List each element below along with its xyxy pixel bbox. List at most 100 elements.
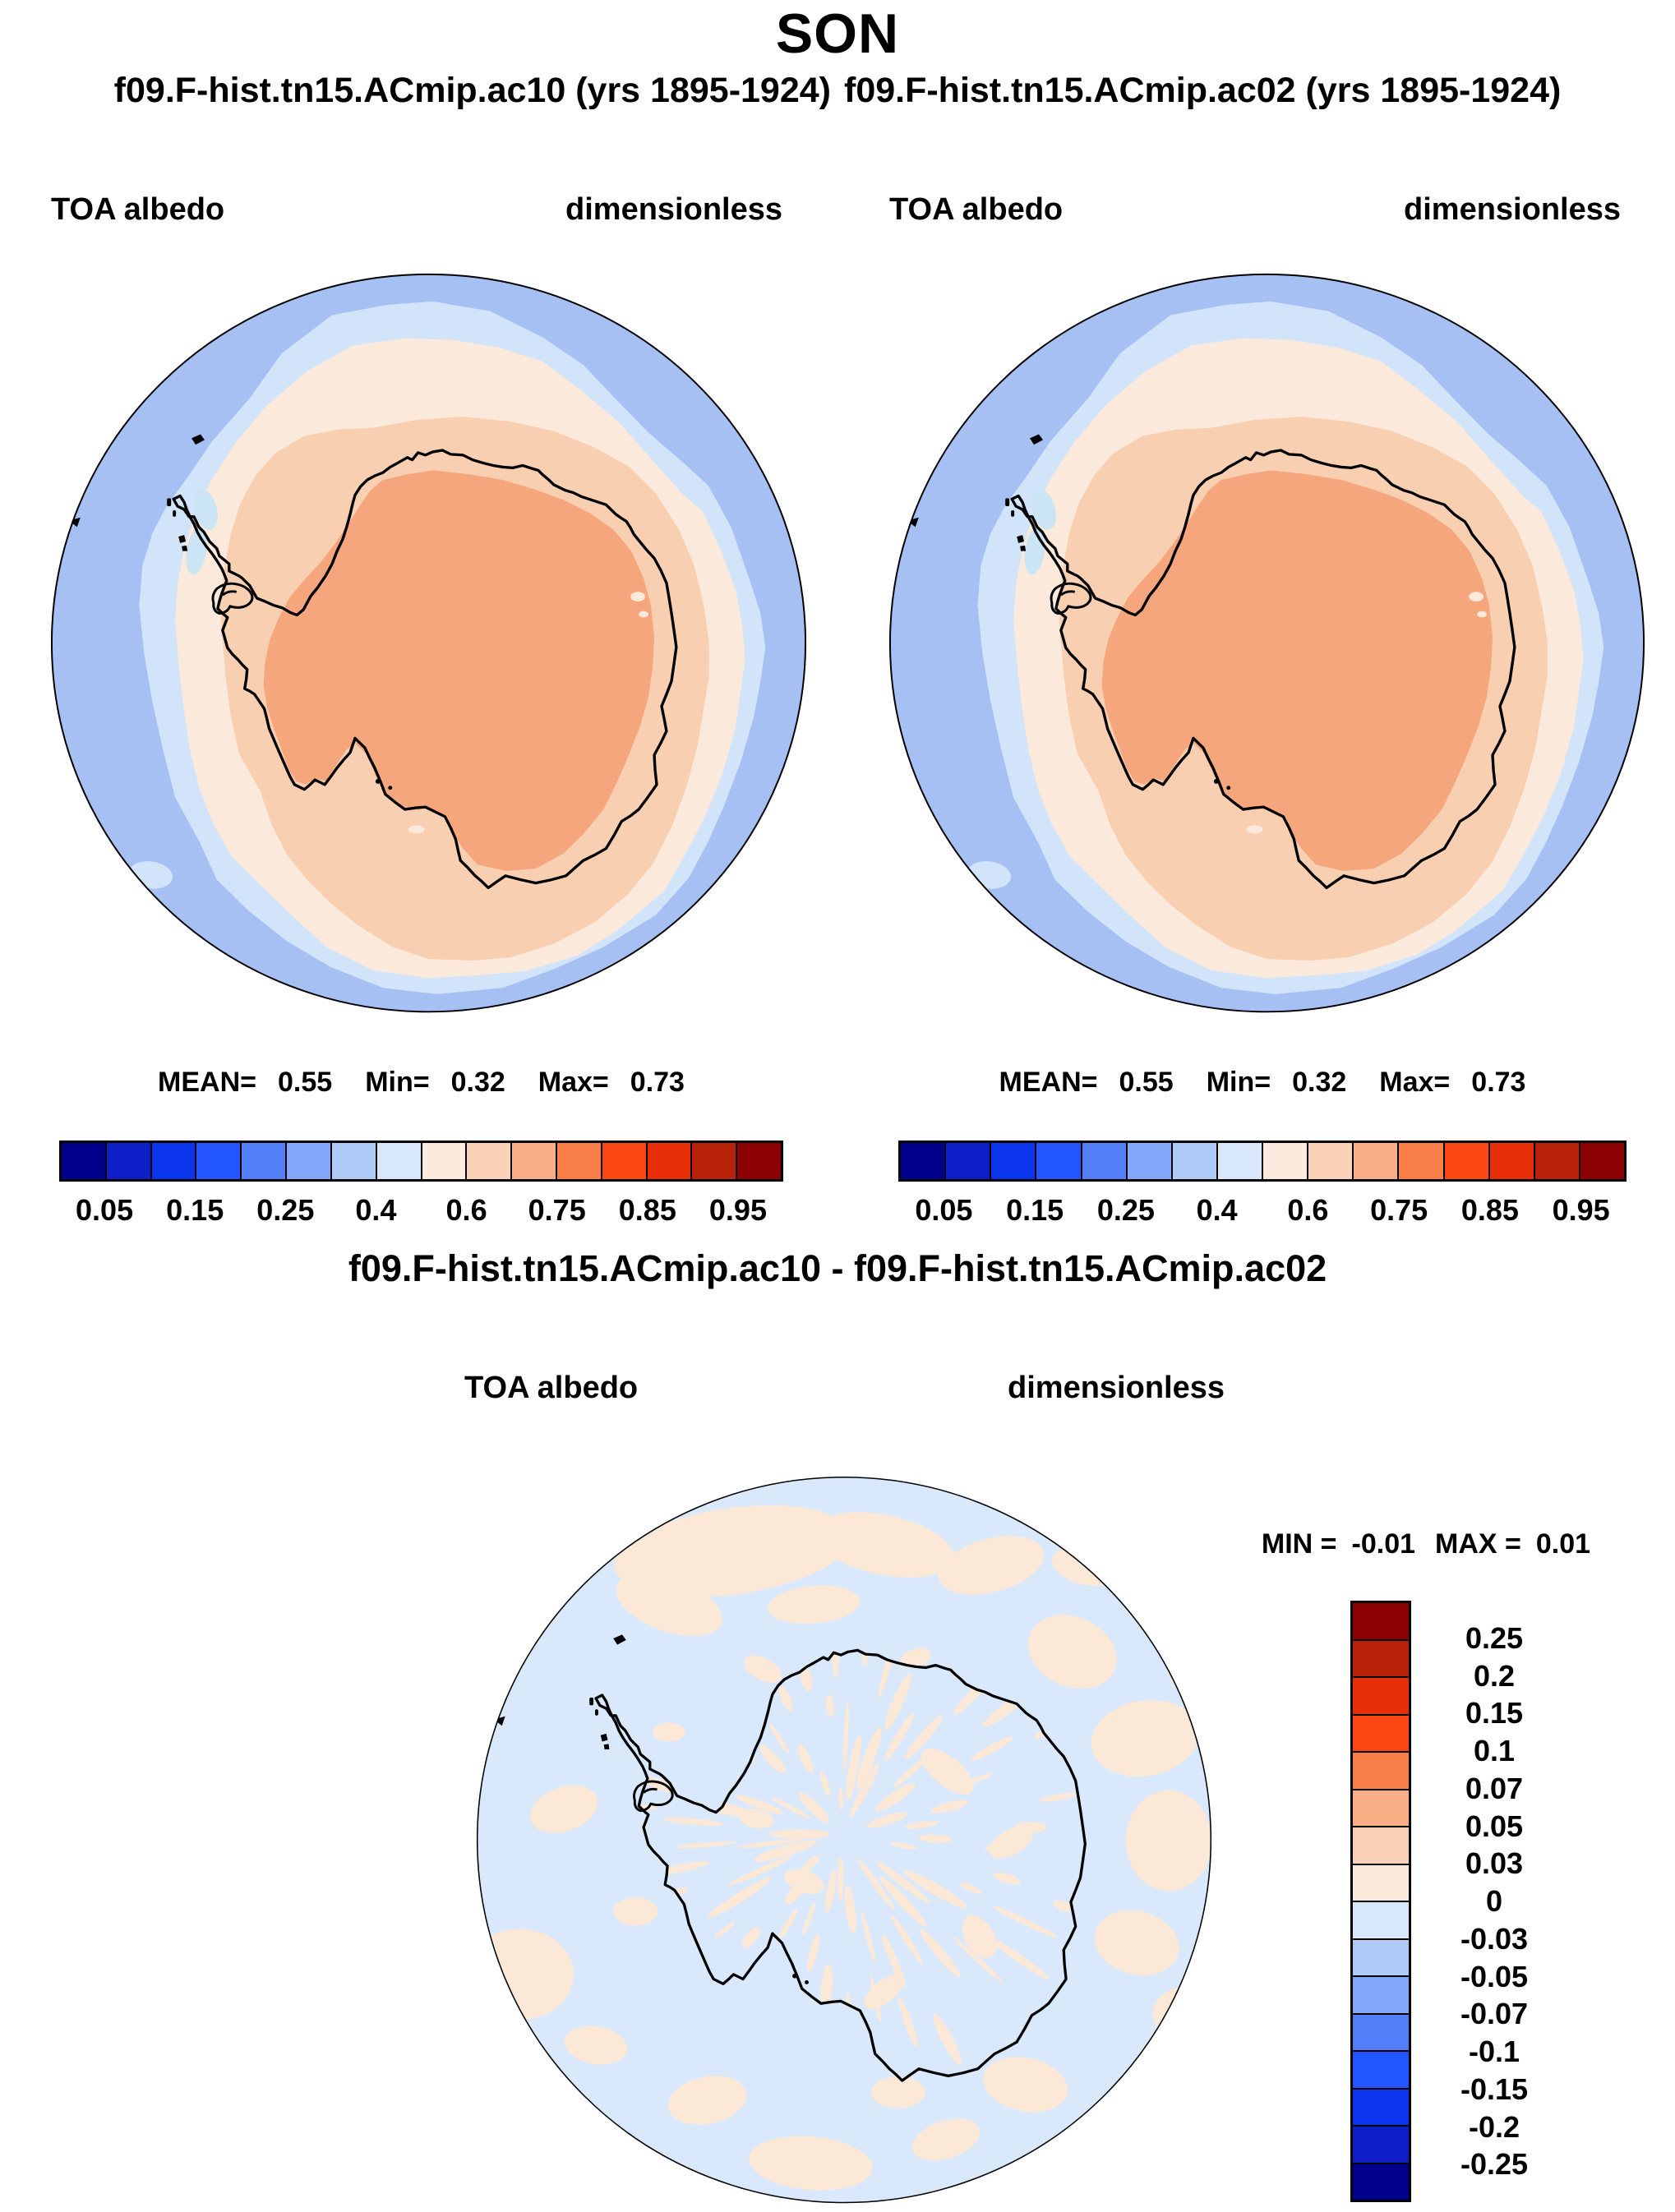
diff-colorbar-ticks: 0.25 0.2 0.15 0.1 0.07 0.05 0.03 0 -0.03 -0.05 -0.… — [1420, 1601, 1568, 2202]
field-label: TOA albedo — [464, 1371, 639, 1405]
diff-minmax: MIN = -0.01 MAX = 0.01 — [1233, 1528, 1619, 1560]
colorbar-cell — [1353, 1715, 1409, 1751]
page-title: SON — [775, 2, 900, 65]
colorbar-cell — [692, 1143, 736, 1179]
units-label: dimensionless — [565, 192, 782, 227]
colorbar-cell — [1580, 1143, 1624, 1179]
colorbar-cell — [602, 1143, 646, 1179]
colorbar-cell — [1353, 1827, 1409, 1864]
colorbar-cell — [1353, 1977, 1409, 2013]
subtitle-case-ac10: f09.F-hist.tn15.ACmip.ac10 (yrs 1895-192… — [113, 71, 831, 110]
colorbar-cell — [647, 1143, 691, 1179]
tick-label: 0.1 — [1473, 1734, 1516, 1767]
colorbar-cell — [1353, 1790, 1409, 1826]
tick-label: 0.25 — [1465, 1620, 1524, 1655]
diff-colorbar — [1350, 1601, 1411, 2202]
colorbar-cell — [1353, 1678, 1409, 1714]
diff-title: f09.F-hist.tn15.ACmip.ac10 - f09.F-hist.… — [348, 1247, 1327, 1289]
tick-label: 0.05 — [1465, 1809, 1524, 1843]
units-label: dimensionless — [1404, 192, 1621, 227]
panel-header-ac02: TOA albedo dimensionless — [889, 192, 1621, 228]
tick-label: 0.4 — [355, 1193, 397, 1227]
field-label: TOA albedo — [51, 192, 225, 227]
diff-max-label: MAX = — [1435, 1528, 1521, 1560]
tick-label: 0 — [1485, 1884, 1503, 1918]
colorbar-cell — [1489, 1143, 1534, 1179]
colorbar-cell — [1399, 1143, 1443, 1179]
colorbar-cell — [1353, 1864, 1409, 1901]
tick-label: 0.07 — [1465, 1771, 1524, 1805]
colorbar-ticks-ac10: 0.05 0.15 0.25 0.4 0.6 0.75 0.85 0.95 — [59, 1193, 783, 1229]
colorbar-cell — [1217, 1143, 1262, 1179]
panel-header-ac10: TOA albedo dimensionless — [51, 192, 782, 228]
colorbar-cell — [1353, 1603, 1409, 1639]
colorbar-cell — [106, 1143, 150, 1179]
tick-label: -0.07 — [1460, 1997, 1529, 2031]
colorbar-cell — [1082, 1143, 1126, 1179]
subtitle-case-ac02: f09.F-hist.tn15.ACmip.ac02 (yrs 1895-192… — [844, 71, 1562, 110]
colorbar-cell — [287, 1143, 330, 1179]
tick-label: 0.15 — [166, 1193, 224, 1227]
tick-label: 0.15 — [1465, 1696, 1524, 1730]
tick-label: 0.95 — [1552, 1193, 1610, 1227]
colorbar-cell — [196, 1143, 241, 1179]
colorbar-cell — [1354, 1143, 1398, 1179]
tick-label: 0.85 — [1460, 1193, 1519, 1227]
tick-label: 0.95 — [708, 1193, 767, 1227]
colorbar-cell — [1353, 1640, 1409, 1676]
max-label: Max= — [1379, 1067, 1451, 1098]
tick-label: 0.03 — [1465, 1846, 1524, 1881]
colorbar-cell — [467, 1143, 511, 1179]
units-label: dimensionless — [1008, 1371, 1225, 1405]
colorbar-cell — [1534, 1143, 1579, 1179]
colorbar-cell — [556, 1143, 601, 1179]
colorbar-cell — [1353, 2164, 1409, 2200]
tick-label: -0.15 — [1460, 2071, 1529, 2106]
diff-panel-header: TOA albedo dimensionless — [464, 1371, 1225, 1406]
colorbar-cell — [1353, 2127, 1409, 2163]
mean-value: 0.55 — [1119, 1067, 1174, 1098]
map-boundary-circle — [476, 1476, 1212, 2204]
colorbar-ac02 — [898, 1141, 1627, 1182]
stats-ac02: MEAN= 0.55 Min= 0.32 Max= 0.73 — [898, 1067, 1627, 1099]
max-value: 0.73 — [1471, 1067, 1526, 1098]
colorbar-cell — [422, 1143, 466, 1179]
colorbar-cell — [151, 1143, 196, 1179]
tick-label: 0.75 — [1370, 1193, 1428, 1227]
colorbar-cell — [1308, 1143, 1353, 1179]
colorbar-cell — [376, 1143, 421, 1179]
min-value: 0.32 — [450, 1067, 505, 1098]
colorbar-cell — [1036, 1143, 1081, 1179]
tick-label: 0.25 — [256, 1193, 315, 1227]
subtitle-row: f09.F-hist.tn15.ACmip.ac10 (yrs 1895-192… — [0, 71, 1675, 111]
tick-label: -0.2 — [1468, 2109, 1520, 2144]
tick-label: 0.2 — [1473, 1658, 1516, 1693]
colorbar-cell — [242, 1143, 286, 1179]
colorbar-cell — [1353, 1753, 1409, 1789]
mean-value: 0.55 — [278, 1067, 333, 1098]
tick-label: 0.6 — [1287, 1193, 1329, 1227]
mean-label: MEAN= — [158, 1067, 256, 1098]
albedo-map-ac02 — [883, 270, 1651, 1021]
tick-label: -0.03 — [1460, 1921, 1529, 1956]
tick-label: 0.05 — [915, 1193, 973, 1227]
colorbar-cell — [62, 1143, 105, 1179]
min-label: Min= — [365, 1067, 430, 1098]
colorbar-cell — [512, 1143, 556, 1179]
colorbar-cell — [1353, 1902, 1409, 1938]
colorbar-cell — [1263, 1143, 1308, 1179]
tick-label: -0.25 — [1460, 2147, 1529, 2182]
tick-label: -0.05 — [1460, 1959, 1529, 1993]
diff-min-label: MIN = — [1261, 1528, 1337, 1560]
diff-base-fill — [477, 1477, 1211, 2203]
colorbar-cell — [1353, 2014, 1409, 2050]
min-label: Min= — [1206, 1067, 1271, 1098]
colorbar-cell — [1127, 1143, 1171, 1179]
mean-label: MEAN= — [999, 1067, 1098, 1098]
tick-label: 0.6 — [445, 1193, 487, 1227]
colorbar-cell — [1172, 1143, 1216, 1179]
stats-ac10: MEAN= 0.55 Min= 0.32 Max= 0.73 — [59, 1067, 783, 1099]
colorbar-cell — [737, 1143, 781, 1179]
colorbar-cell — [331, 1143, 376, 1179]
